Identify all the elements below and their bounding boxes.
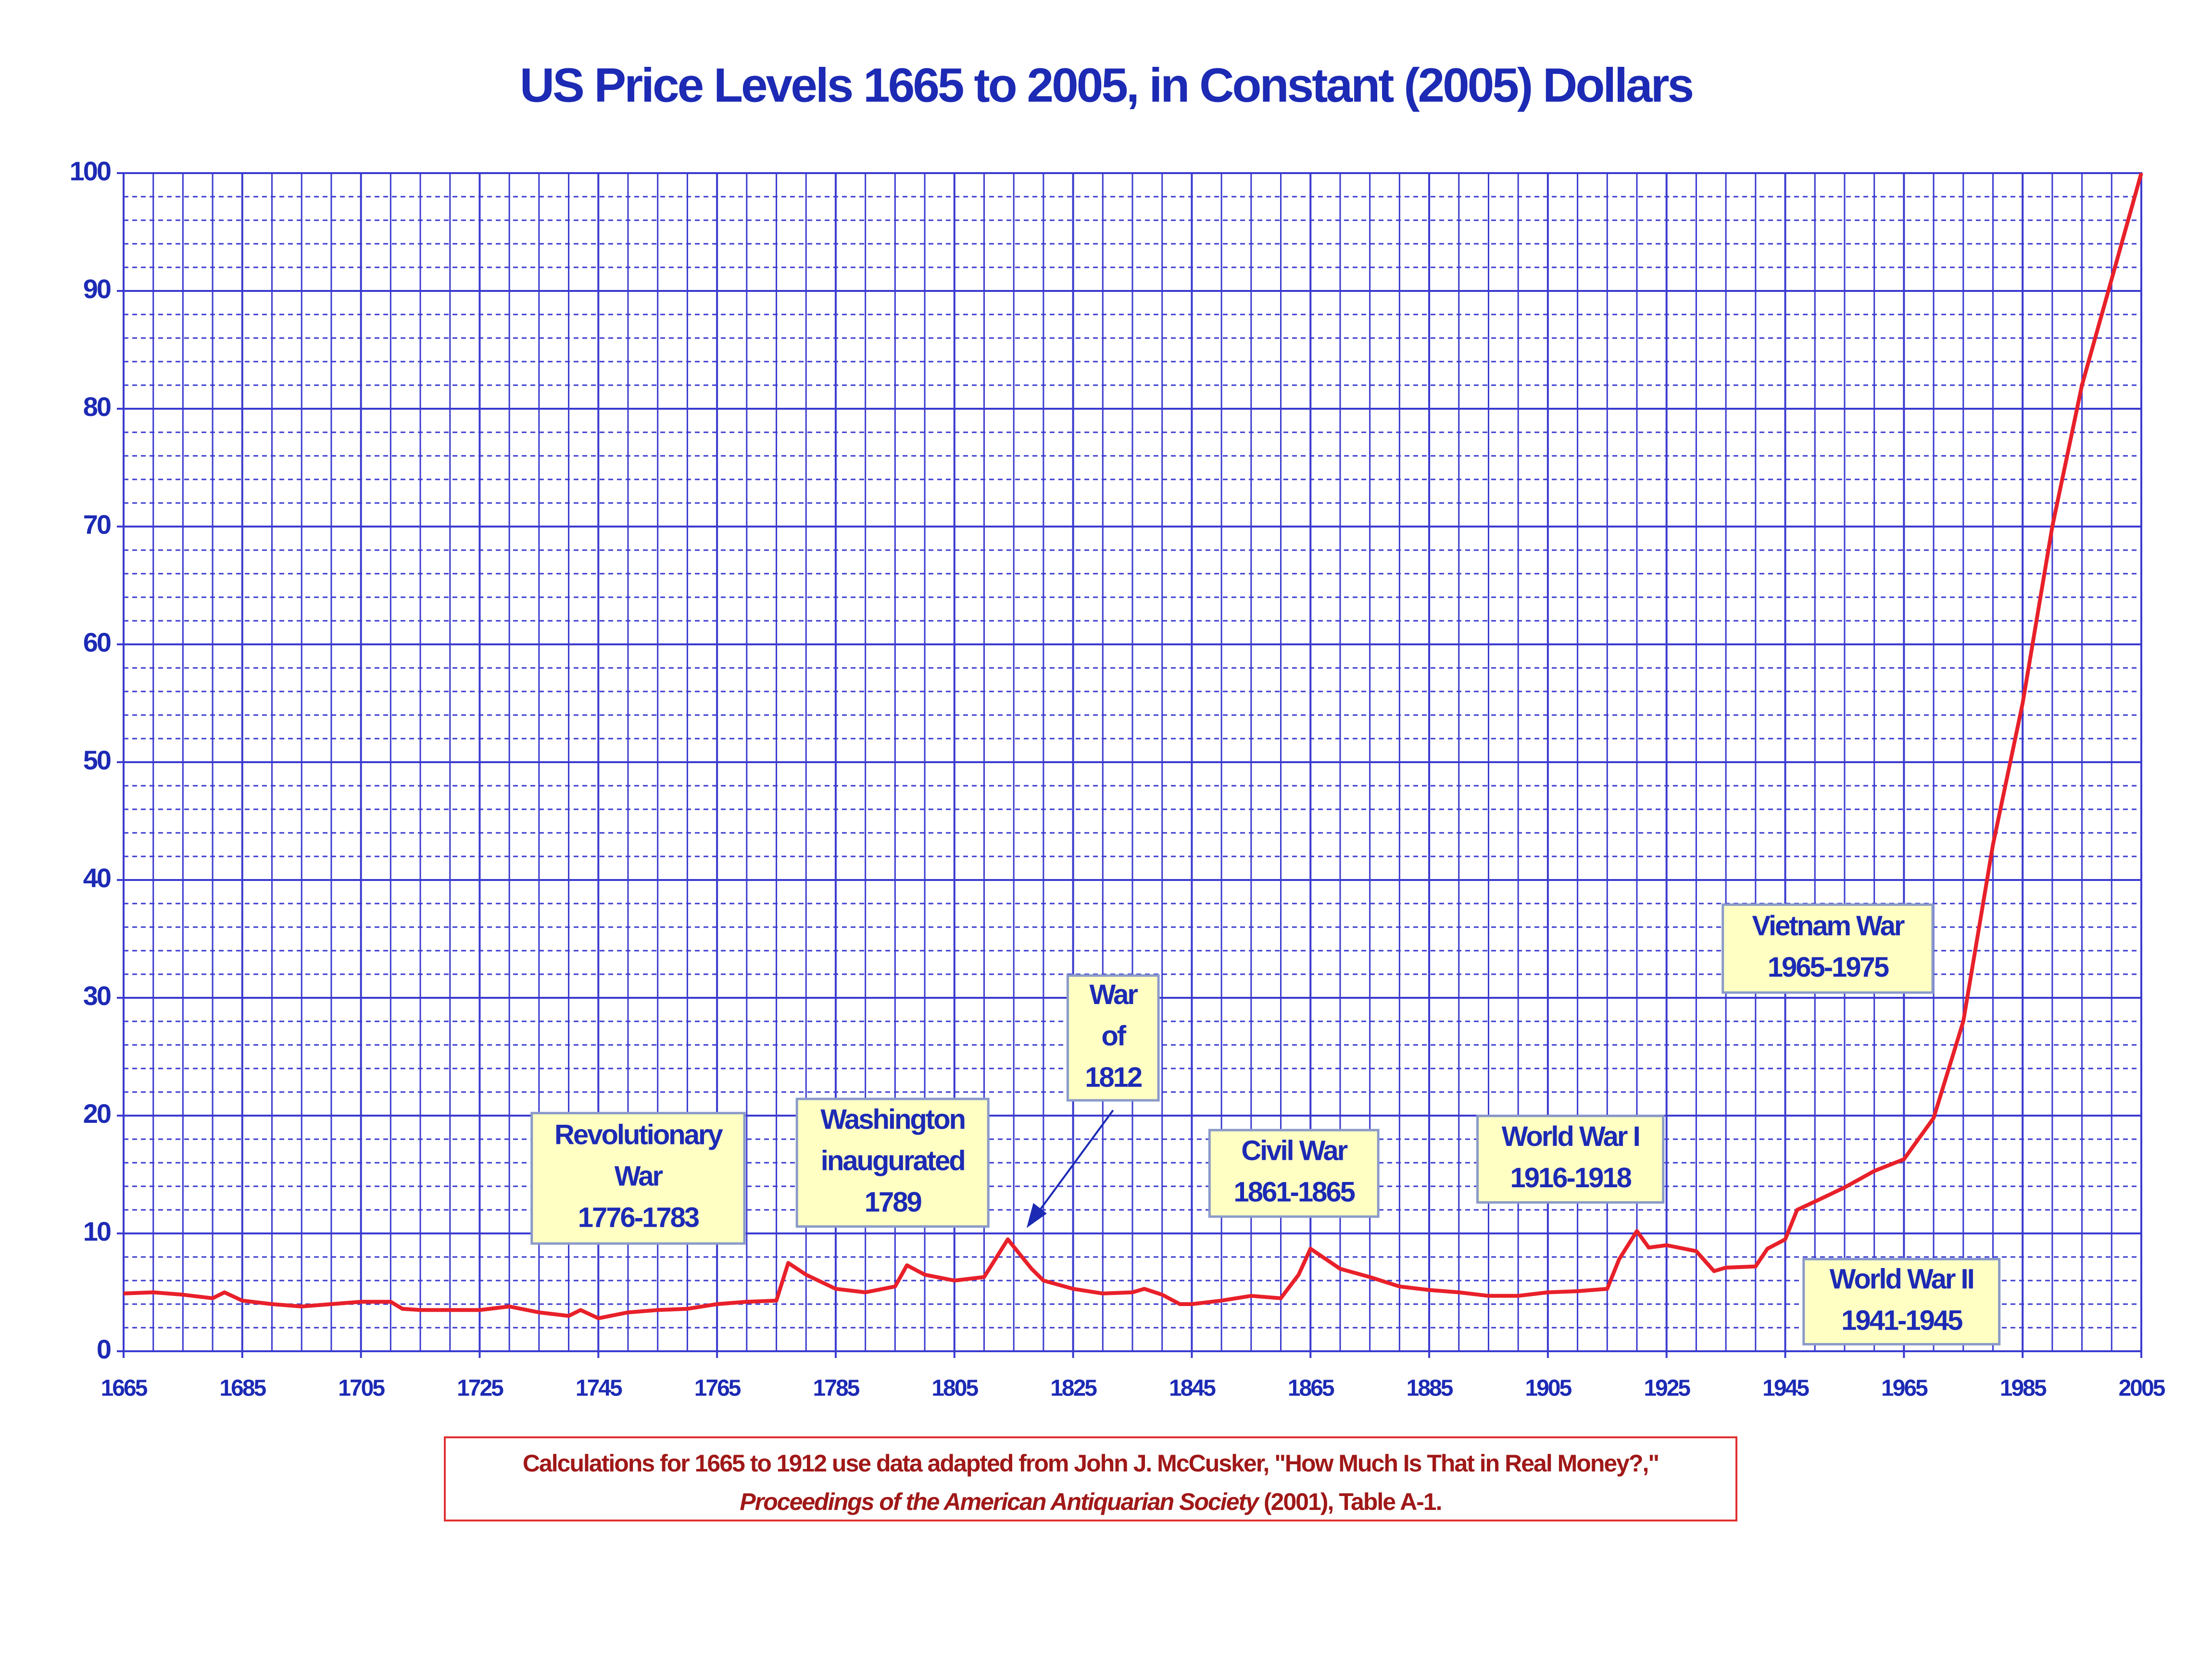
annotation-text: of	[1101, 1020, 1126, 1052]
x-tick-label: 1665	[101, 1376, 148, 1401]
x-tick-label: 1785	[813, 1376, 860, 1401]
note-text: Calculations for 1665 to 1912 use data a…	[522, 1450, 1659, 1477]
y-tick-label: 20	[83, 1098, 111, 1129]
x-tick-label: 1805	[931, 1376, 978, 1401]
annotation-text: War	[615, 1161, 663, 1192]
annotation-text: World War I	[1502, 1121, 1639, 1152]
y-tick-label: 80	[83, 391, 111, 422]
y-tick-label: 50	[83, 745, 111, 775]
price-line	[123, 172, 2143, 1320]
annotation-text: Civil War	[1241, 1135, 1347, 1166]
y-tick-label: 90	[83, 274, 111, 304]
y-tick-label: 0	[97, 1334, 111, 1364]
annotation: Revolutionary War 1776-1783	[530, 1112, 746, 1245]
x-tick-label: 1925	[1644, 1376, 1690, 1401]
annotation-box	[530, 1112, 746, 1245]
annotation-text: War	[1090, 979, 1138, 1010]
annotation-text: Vietnam War	[1752, 910, 1905, 942]
annotation: Civil War 1861-1865	[1208, 1129, 1380, 1218]
annotation-arrow	[1030, 1109, 1114, 1223]
annotation-text: World War II	[1830, 1263, 1973, 1295]
annotation: Vietnam War 1965-1975	[1722, 903, 1934, 994]
y-tick-label: 40	[83, 863, 111, 893]
annotation: World War II 1941-1945	[1802, 1257, 2001, 1345]
x-tick-label: 1685	[219, 1376, 266, 1401]
annotation-text: 1916-1918	[1510, 1162, 1632, 1194]
x-tick-label: 1705	[338, 1376, 385, 1401]
arrow-head	[1026, 1203, 1047, 1228]
annotation: War of 1812	[1066, 974, 1160, 1102]
x-tick-label: 1885	[1407, 1376, 1453, 1401]
annotation-text: Washington	[820, 1104, 965, 1135]
chart: US Price Levels 1665 to 2005, in Constan…	[70, 58, 2167, 1401]
x-tick-label: 1765	[694, 1376, 741, 1401]
x-tick-label: 1945	[1762, 1376, 1809, 1401]
annotation-text: 1861-1865	[1234, 1176, 1355, 1207]
x-tick-label: 1845	[1169, 1376, 1216, 1401]
y-tick-label: 100	[70, 156, 111, 186]
y-tick-label: 10	[83, 1216, 111, 1246]
annotation-text: 1965-1975	[1768, 952, 1889, 983]
annotation: World War I 1916-1918	[1476, 1115, 1665, 1204]
annotation-box	[1208, 1129, 1380, 1218]
annotation-box	[1476, 1115, 1665, 1204]
annotation-text: 1941-1945	[1841, 1305, 1962, 1336]
annotation-text: 1789	[865, 1186, 922, 1218]
x-tick-label: 1825	[1050, 1376, 1097, 1401]
annotation-box	[1722, 903, 1934, 994]
y-tick-label: 70	[83, 509, 111, 540]
source-note: Calculations for 1665 to 1912 use data a…	[444, 1436, 1737, 1521]
y-tick-label: 60	[83, 627, 111, 657]
chart-title: US Price Levels 1665 to 2005, in Constan…	[520, 58, 1693, 112]
annotation-text: Revolutionary	[554, 1119, 723, 1151]
y-tick-label: 30	[83, 980, 111, 1011]
note-journal: Proceedings of the American Antiquarian …	[740, 1488, 1259, 1515]
annotation: Washington inaugurated 1789	[795, 1097, 990, 1228]
annotation-box	[795, 1097, 990, 1228]
x-tick-label: 1985	[2000, 1376, 2047, 1401]
x-tick-label: 2005	[2119, 1376, 2165, 1401]
x-tick-label: 1905	[1525, 1376, 1571, 1401]
x-tick-label: 1965	[1881, 1376, 1928, 1401]
annotation-text: inaugurated	[821, 1145, 965, 1176]
x-tick-label: 1725	[457, 1376, 503, 1401]
x-tick-label: 1745	[576, 1376, 622, 1401]
annotation-text: 1776-1783	[578, 1202, 699, 1233]
annotation-text: 1812	[1085, 1062, 1142, 1093]
annotation-box	[1066, 974, 1160, 1102]
note-text: (2001), Table A-1.	[1263, 1488, 1443, 1515]
annotation-box	[1802, 1257, 2001, 1345]
x-tick-label: 1865	[1288, 1376, 1334, 1401]
